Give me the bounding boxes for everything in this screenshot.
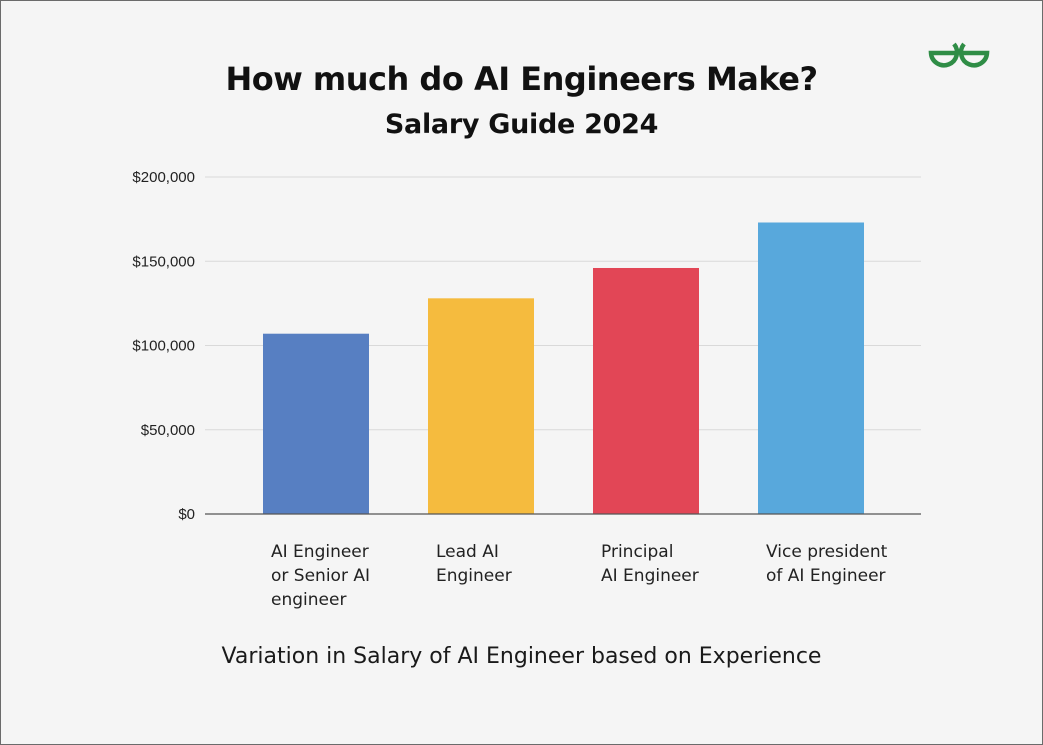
bar xyxy=(758,222,864,514)
y-tick-label: $150,000 xyxy=(132,253,195,270)
y-tick-label: $50,000 xyxy=(141,422,195,439)
bar xyxy=(263,333,369,514)
x-category-label: of AI Engineer xyxy=(766,566,886,586)
y-tick-label: $100,000 xyxy=(132,338,195,355)
bar xyxy=(428,298,534,514)
chart-title: How much do AI Engineers Make? xyxy=(225,60,818,98)
chart-caption: Variation in Salary of AI Engineer based… xyxy=(221,644,822,669)
x-category-label: Engineer xyxy=(436,566,512,586)
bar xyxy=(593,267,699,514)
y-tick-label: $200,000 xyxy=(132,169,195,186)
y-tick-label: $0 xyxy=(178,506,195,523)
x-category-label: engineer xyxy=(271,590,346,610)
chart-subtitle: Salary Guide 2024 xyxy=(384,109,659,140)
x-category-label: or Senior AI xyxy=(271,566,370,586)
x-category-label: Vice president xyxy=(766,542,888,562)
x-category-label: AI Engineer xyxy=(271,542,369,562)
geeksforgeeks-logo-icon xyxy=(928,42,990,68)
x-category-label: AI Engineer xyxy=(601,566,699,586)
x-category-label: Lead AI xyxy=(436,542,499,562)
x-category-label: Principal xyxy=(601,542,673,562)
